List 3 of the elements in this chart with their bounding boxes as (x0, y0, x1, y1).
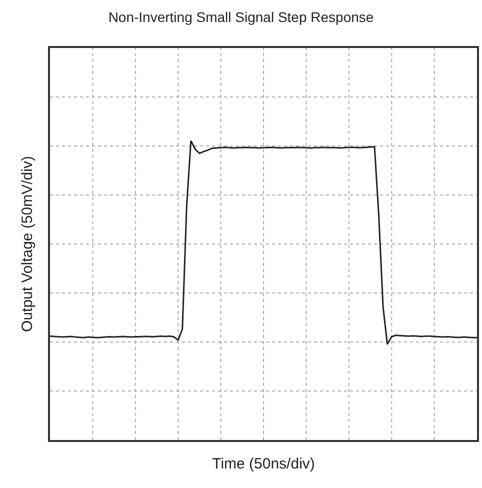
x-axis-title: Time (50ns/div) (212, 456, 315, 473)
y-axis-title: Output Voltage (50mV/div) (19, 156, 36, 332)
chart-title: Non-Inverting Small Signal Step Response (108, 9, 374, 25)
